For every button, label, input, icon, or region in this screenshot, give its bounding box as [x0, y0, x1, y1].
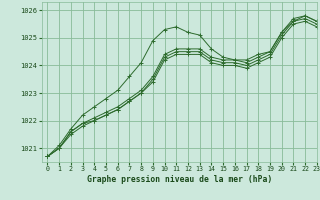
- X-axis label: Graphe pression niveau de la mer (hPa): Graphe pression niveau de la mer (hPa): [87, 175, 272, 184]
